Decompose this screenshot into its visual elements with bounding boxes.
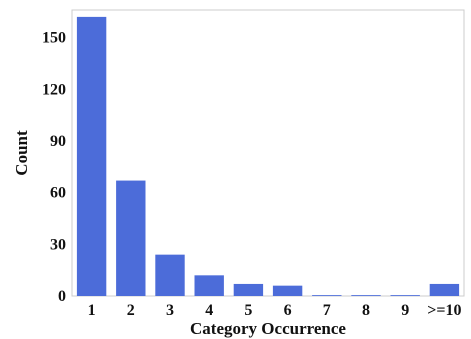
y-tick-label-90: 90 xyxy=(50,133,66,150)
plot-frame xyxy=(71,9,465,297)
y-tick-label-120: 120 xyxy=(42,81,66,98)
bar-7 xyxy=(312,295,342,296)
y-tick-labels: 0 30 60 90 120 150 xyxy=(42,30,66,305)
bar-2 xyxy=(116,180,146,296)
bar-8 xyxy=(351,295,381,296)
bar-4 xyxy=(194,275,224,296)
bars-group xyxy=(76,16,460,296)
x-tick-label-8: 8 xyxy=(362,302,370,319)
y-tick-label-0: 0 xyxy=(58,288,66,305)
bar-1 xyxy=(76,16,107,296)
x-tick-label-1: 1 xyxy=(88,302,96,319)
bar-9 xyxy=(390,295,420,296)
x-tick-label-2: 2 xyxy=(127,302,135,319)
x-axis-title: Category Occurrence xyxy=(190,319,346,338)
x-tick-label-3: 3 xyxy=(166,302,174,319)
x-tick-labels: 1 2 3 4 5 6 7 8 9 >=10 xyxy=(88,302,462,319)
bar-3 xyxy=(155,254,185,296)
bar-10 xyxy=(429,283,460,296)
x-tick-label-5: 5 xyxy=(244,302,252,319)
y-axis-title: Count xyxy=(12,130,31,176)
x-tick-label-10: >=10 xyxy=(427,302,461,319)
bar-6 xyxy=(272,285,303,296)
x-tick-label-9: 9 xyxy=(401,302,409,319)
bar-5 xyxy=(233,283,264,296)
x-tick-label-7: 7 xyxy=(323,302,331,319)
y-tick-label-30: 30 xyxy=(50,236,66,253)
y-tick-label-60: 60 xyxy=(50,185,66,202)
x-tick-label-4: 4 xyxy=(205,302,213,319)
x-tick-label-6: 6 xyxy=(284,302,292,319)
y-tick-label-150: 150 xyxy=(42,30,66,47)
